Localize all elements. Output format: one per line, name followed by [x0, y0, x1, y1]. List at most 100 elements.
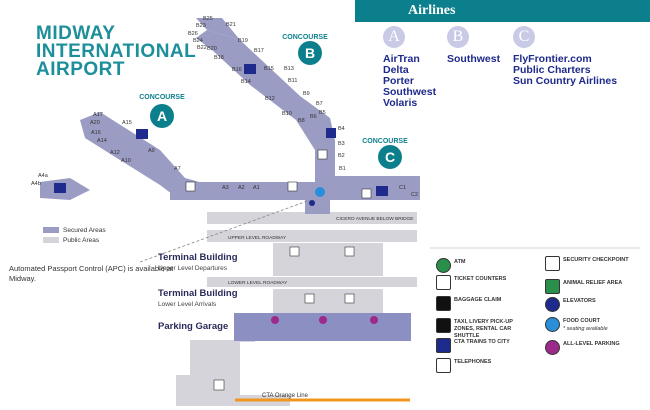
gate-label: B11	[288, 78, 297, 84]
airline-column-b: B Southwest	[447, 26, 500, 65]
lower-roadway-label: LOWER LEVEL ROADWAY	[228, 280, 288, 286]
gate-label: B9	[303, 91, 310, 97]
elevator-icon	[309, 200, 315, 206]
gate-label: B16	[232, 67, 242, 73]
public-swatch	[43, 237, 59, 244]
cicero-label: CICERO AVENUE BELOW BRIDGE	[336, 216, 413, 222]
atm-icon	[436, 258, 451, 273]
airline-name: Public Charters	[513, 64, 591, 76]
airline-letter-b: B	[447, 26, 469, 48]
gate-label: A16	[91, 130, 101, 136]
airline-list-c: FlyFrontier.com Public Charters Sun Coun…	[513, 54, 617, 87]
restroom-icon	[326, 128, 336, 138]
airline-name: Porter	[383, 75, 414, 87]
airline-name: Southwest	[447, 53, 501, 65]
gate-label: B23	[196, 23, 206, 29]
concourse-a-letter: A	[157, 108, 167, 124]
terminal-upper-title: Terminal Building	[158, 252, 238, 263]
apc-pointer	[139, 199, 311, 263]
airline-name: FlyFrontier.com	[513, 53, 592, 65]
concourse-b-head	[196, 18, 240, 40]
gate-label: B26	[188, 31, 198, 37]
baggage-claim-icon	[344, 293, 355, 304]
gate-label: B24	[193, 38, 203, 44]
gate-label: A2	[238, 185, 245, 191]
airline-name: Southwest	[383, 86, 437, 98]
legend-label: FOOD COURT	[563, 318, 600, 324]
airline-letter-c: C	[513, 26, 535, 48]
parking-icon	[370, 316, 378, 324]
gate-label: B22	[197, 45, 207, 51]
legend-label: BAGGAGE CLAIM	[454, 297, 502, 303]
airline-list-a: AirTran Delta Porter Southwest Volaris	[383, 54, 436, 109]
gate-label: C1	[399, 185, 406, 191]
restroom-icon	[54, 183, 66, 193]
gate-label: A7	[174, 166, 181, 172]
security-checkpoint-icon	[185, 181, 196, 192]
parking-icon	[319, 316, 327, 324]
gate-label: B17	[254, 48, 264, 54]
taxi-icon	[436, 318, 451, 333]
gate-label: B25	[203, 16, 213, 22]
airline-name: Sun Country Airlines	[513, 75, 618, 87]
airline-letter-a: A	[383, 26, 405, 48]
airport-title-line1: MIDWAY	[36, 23, 116, 44]
facility-icons	[54, 64, 388, 391]
food-court-icon	[545, 317, 560, 332]
gate-label: B10	[282, 111, 292, 117]
security-checkpoint-icon	[361, 188, 372, 199]
gate-label: A4b	[31, 181, 41, 187]
legend-label: TAXI, LIVERY PICK-UP ZONES, RENTAL CAR S…	[454, 319, 513, 339]
legend-note: * seating available	[563, 326, 608, 332]
ticket-counter-icon	[289, 246, 300, 257]
concourse-c-badge	[378, 145, 402, 169]
gate-label: B6	[310, 114, 317, 120]
airline-name: AirTran	[383, 53, 420, 65]
concourse-b-letter: B	[305, 45, 315, 61]
gate-label: A20	[90, 120, 100, 126]
secured-label: Secured Areas	[63, 227, 106, 234]
telephone-icon	[436, 358, 451, 373]
security-checkpoint-icon	[287, 181, 298, 192]
gate-label: B15	[264, 66, 274, 72]
gate-label: A17	[93, 112, 103, 118]
security-checkpoint-icon	[545, 256, 560, 271]
gate-label: A10	[121, 158, 131, 164]
airlines-heading: Airlines	[408, 3, 456, 18]
food-court-icon	[315, 187, 325, 197]
concourse-a-badge	[150, 104, 174, 128]
apc-note: Automated Passport Control (APC) is avai…	[9, 264, 174, 283]
airline-name: Delta	[383, 64, 409, 76]
restroom-icon	[136, 129, 148, 139]
concourse-b-badge	[298, 41, 322, 65]
restroom-icon	[376, 186, 388, 196]
legend-label: ELEVATORS	[563, 298, 596, 304]
public-areas-key: Public Areas	[43, 237, 99, 244]
gate-label: A1	[253, 185, 260, 191]
concourse-badges: A CONCOURSE B CONCOURSE C CONCOURSE	[139, 34, 408, 169]
cta-train-icon	[213, 379, 225, 391]
gate-label: B3	[338, 141, 345, 147]
ticket-counter-icon	[344, 246, 355, 257]
parking-icon	[271, 316, 279, 324]
concourse-a	[80, 112, 210, 200]
restroom-icon	[244, 64, 256, 74]
gate-label: A15	[122, 120, 132, 126]
baggage-claim-icon	[436, 296, 451, 311]
airline-column-a: A AirTran Delta Porter Southwest Volaris	[383, 26, 436, 109]
concourse-c	[330, 176, 420, 200]
concourse-a-label: CONCOURSE	[139, 94, 185, 101]
gate-label: B2	[338, 153, 345, 159]
airlines-header: Airlines	[355, 0, 650, 22]
gate-label: B18	[214, 55, 224, 61]
cta-train-icon	[436, 338, 451, 353]
gate-label: B7	[316, 101, 323, 107]
concourse-c-label: CONCOURSE	[362, 138, 408, 145]
airline-column-c: C FlyFrontier.com Public Charters Sun Co…	[513, 26, 617, 87]
gate-label: A14	[97, 138, 107, 144]
concourse-b	[196, 30, 335, 190]
legend-label: ANIMAL RELIEF AREA	[563, 280, 623, 286]
public-label: Public Areas	[63, 237, 100, 244]
